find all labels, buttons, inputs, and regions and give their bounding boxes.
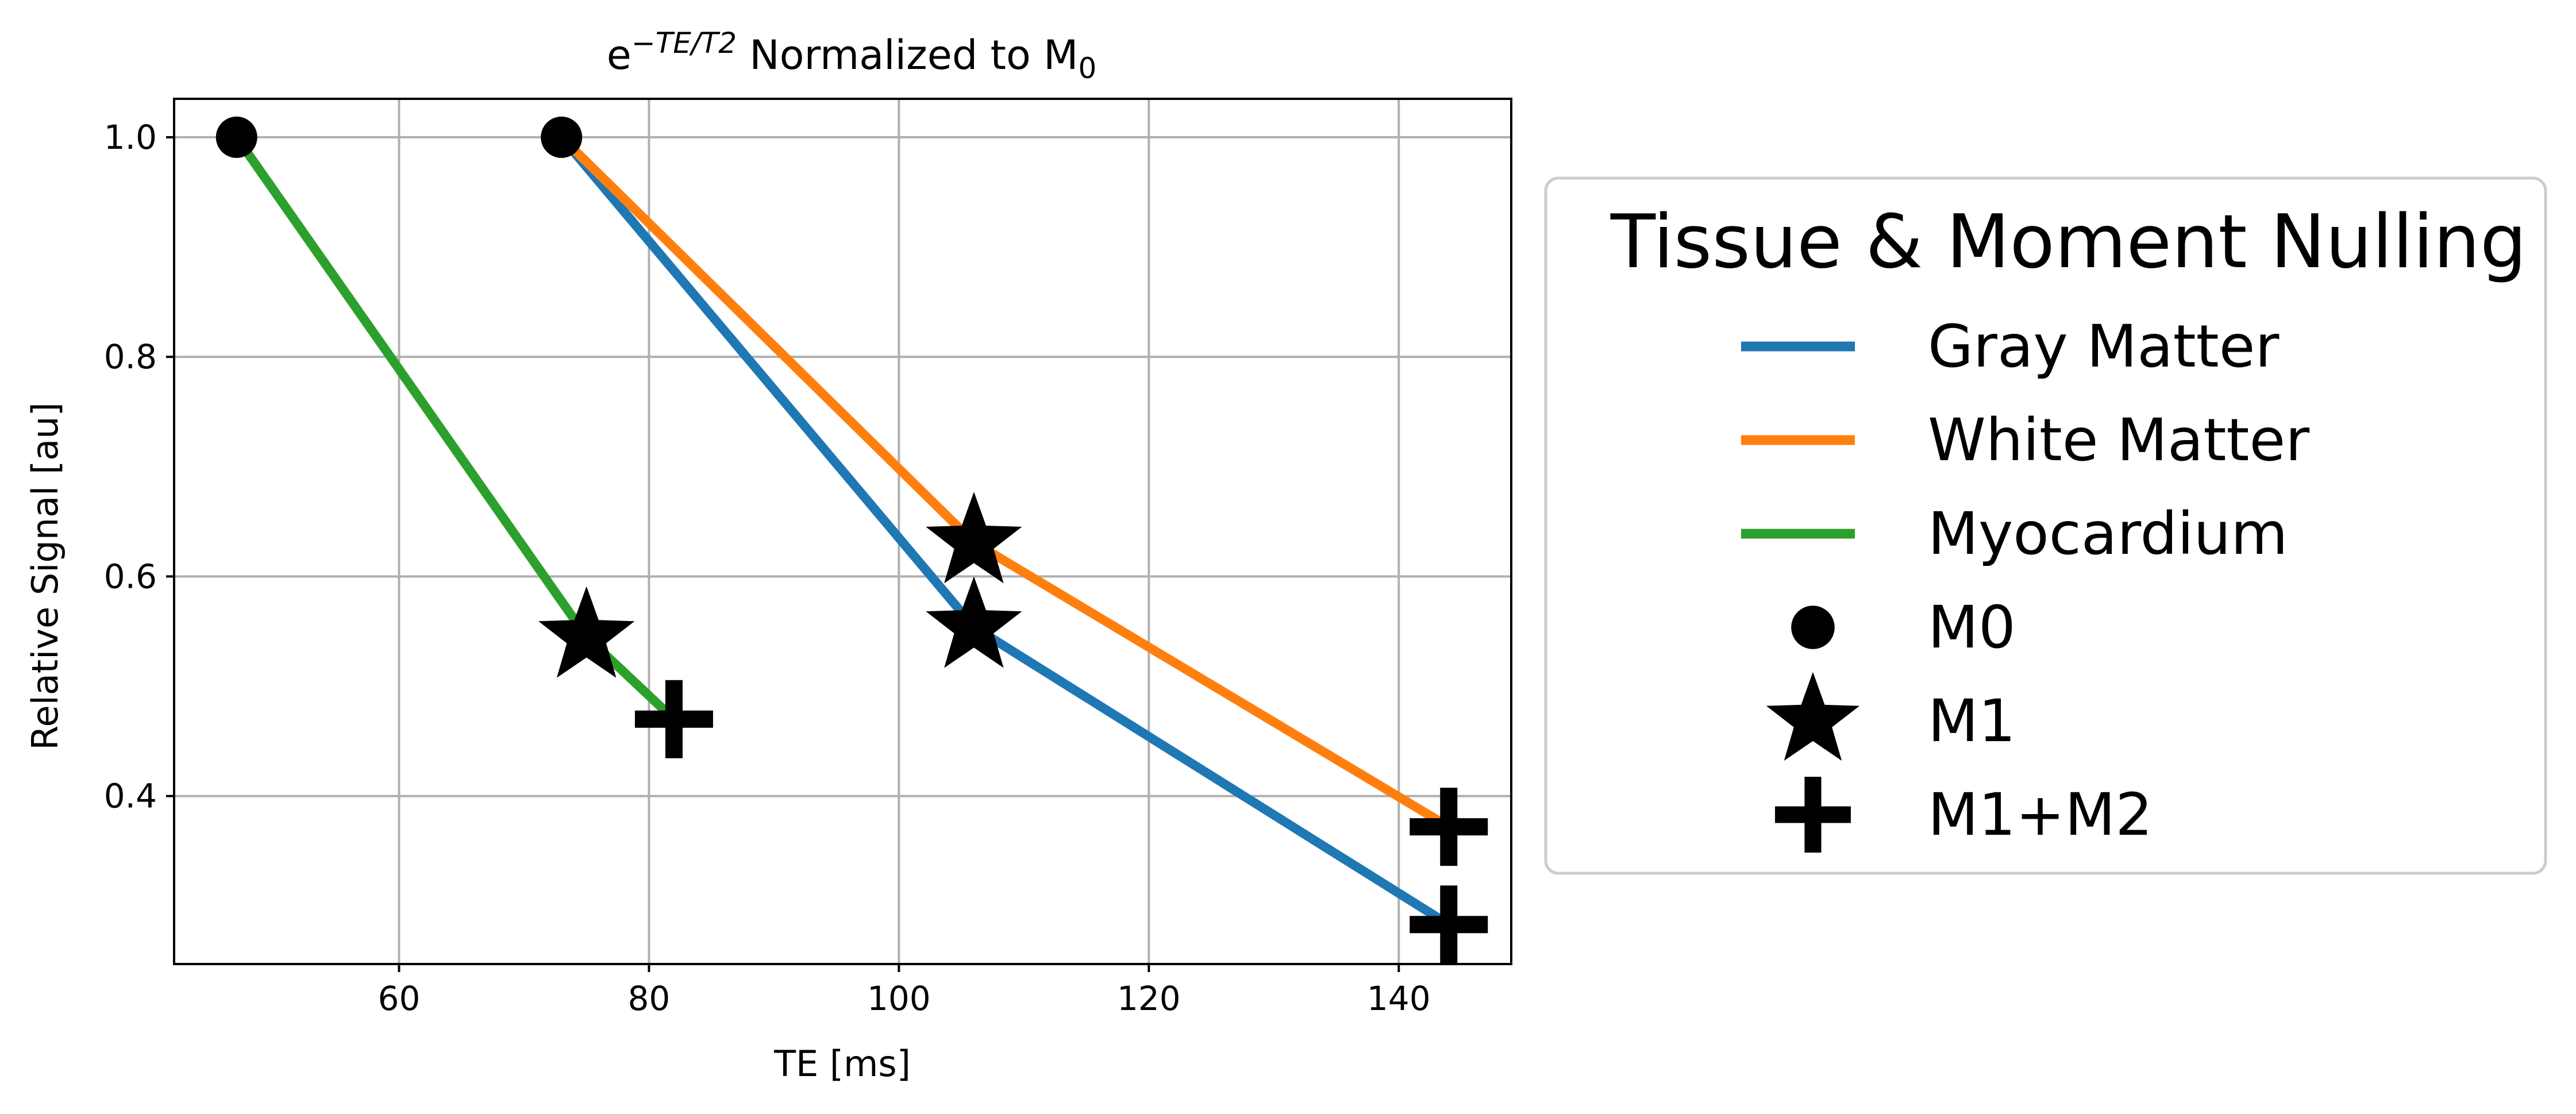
title-superscript: −TE/T2: [632, 26, 737, 60]
legend-entry-label: M0: [1928, 593, 2016, 662]
marker-m1: [926, 492, 1022, 584]
legend-entry: Myocardium: [1741, 500, 2288, 568]
title-subscript: 0: [1078, 52, 1096, 85]
legend-title: Tissue & Moment Nulling: [1610, 199, 2527, 285]
y-tick-label: 0.8: [104, 337, 157, 376]
marker-m1-plus-m2: [1410, 885, 1488, 964]
marker-m1-plus-m2: [1410, 788, 1488, 866]
legend-entry-label: Myocardium: [1928, 500, 2288, 568]
y-tick-label: 0.6: [104, 557, 157, 596]
legend-swatch-circle-icon: [1791, 606, 1835, 649]
legend-frame: [1544, 176, 2547, 875]
axis-ticks: 60 80 100 120 140 0.4 0.6 0.8 1.0: [104, 118, 1431, 1018]
title-rest: Normalized to M: [737, 32, 1078, 79]
legend: Tissue & Moment Nulling Gray Matter White…: [1544, 176, 2547, 875]
chart-title: e−TE/T2 Normalized to M0: [607, 26, 1097, 85]
legend-entry-label: Gray Matter: [1928, 313, 2279, 381]
x-tick-label: 140: [1367, 979, 1431, 1018]
x-tick-label: 120: [1117, 979, 1181, 1018]
legend-entry: Gray Matter: [1741, 313, 2279, 381]
legend-entry: M1: [1766, 672, 2016, 761]
series-markers: [215, 116, 1488, 964]
legend-entry-label: White Matter: [1928, 406, 2309, 475]
axes-frame: [173, 98, 1512, 965]
x-tick-label: 100: [867, 979, 931, 1018]
legend-swatch-star-icon: [1766, 672, 1860, 761]
legend-entry: White Matter: [1741, 406, 2309, 475]
y-tick-label: 0.4: [104, 777, 157, 816]
legend-entry-label: M1: [1928, 687, 2016, 755]
marker-m0: [215, 116, 257, 158]
marker-m0: [541, 116, 583, 158]
x-tick-label: 80: [628, 979, 671, 1018]
marker-m1: [538, 586, 635, 678]
y-axis-label: Relative Signal [au]: [24, 402, 66, 750]
legend-entry: M1+M2: [1775, 777, 2153, 853]
x-axis-label: TE [ms]: [773, 1043, 911, 1085]
title-base: e: [607, 32, 632, 79]
marker-m1: [926, 576, 1022, 668]
marker-m1-plus-m2: [634, 680, 713, 758]
y-tick-label: 1.0: [104, 118, 157, 157]
legend-entry-label: M1+M2: [1928, 781, 2153, 849]
x-tick-label: 60: [378, 979, 421, 1018]
legend-swatch-plus-icon: [1775, 777, 1851, 853]
legend-entry: M0: [1791, 593, 2016, 662]
legend-entries: Gray Matter White Matter Myocardium M0 M1 M1+…: [1741, 313, 2309, 853]
